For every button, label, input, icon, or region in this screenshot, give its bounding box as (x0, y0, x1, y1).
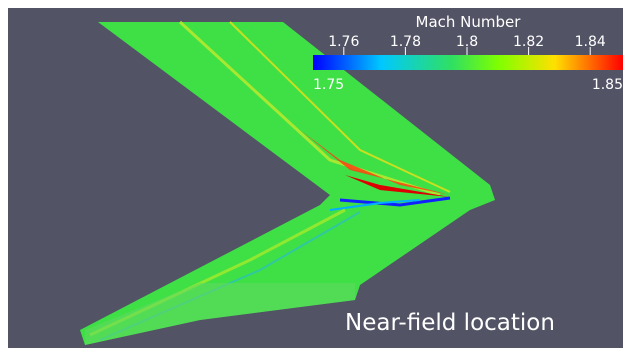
tick-label: 1.78 (390, 34, 421, 50)
range-min-label: 1.75 (313, 77, 344, 93)
viewport: Mach Number 1.76 1.78 1.8 1.82 1.84 1.75 1.8… (0, 0, 623, 348)
colorbar (313, 55, 623, 70)
tick-label: 1.76 (328, 34, 359, 50)
range-max-label: 1.85 (592, 77, 623, 93)
render-view: Mach Number 1.76 1.78 1.8 1.82 1.84 1.75 1.8… (0, 0, 623, 348)
tick-label: 1.84 (575, 34, 606, 50)
annotation: Near-field location (345, 310, 555, 336)
colorbar-title: Mach Number (416, 13, 522, 31)
tick-label: 1.82 (513, 34, 544, 50)
tick-label: 1.8 (456, 34, 478, 50)
